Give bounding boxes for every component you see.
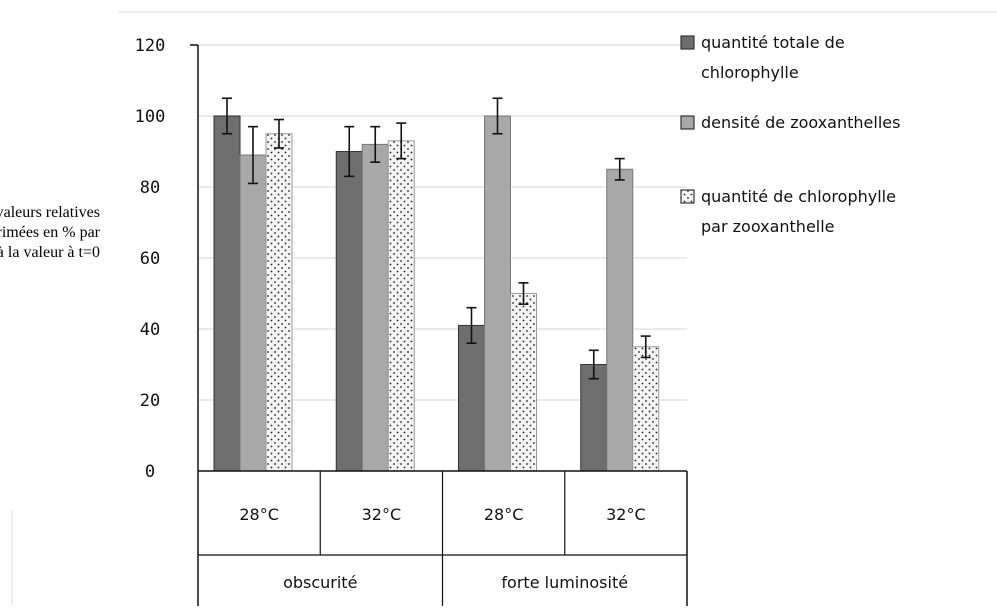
y-axis-label: valeurs relatives exprimées en % par rap…	[0, 203, 100, 263]
bar	[265, 133, 293, 472]
y-tick-label: 100	[135, 107, 166, 127]
bars	[213, 97, 660, 472]
y-tick-label: 40	[140, 320, 160, 340]
x-tick-label: 32°C	[362, 505, 402, 524]
bar	[458, 324, 485, 472]
y-tick-label: 20	[140, 391, 160, 411]
x-tick-label: 32°C	[606, 505, 646, 524]
y-tick-label: 80	[140, 178, 160, 198]
bar	[361, 143, 389, 472]
legend-swatch	[680, 115, 695, 130]
y-tick-label: 0	[145, 462, 155, 482]
x-tick-label: 28°C	[484, 505, 524, 524]
bar	[580, 364, 608, 472]
bar	[335, 151, 363, 472]
legend: quantité totale de chlorophylle densité de…	[680, 33, 900, 236]
bar	[632, 346, 660, 472]
y-axis-label-line-3: rapport à la valeur à t=0)	[0, 244, 100, 261]
bar	[239, 154, 267, 472]
legend-label: densité de zooxanthelles	[701, 113, 900, 132]
legend-swatch	[680, 35, 695, 50]
legend-label: quantité totale de	[701, 33, 845, 52]
legend-swatch	[680, 189, 695, 204]
axes: 0 20 40 60 80 100 120 28°C 32°C 28°C 32°C obscurité…	[135, 36, 688, 606]
x-tick-label: 28°C	[239, 505, 279, 524]
y-tick-label: 60	[140, 249, 160, 269]
y-tick-label: 120	[135, 36, 166, 56]
bar	[510, 293, 537, 472]
bar	[387, 140, 415, 472]
x-group-label: obscurité	[283, 573, 357, 592]
legend-label: par zooxanthelle	[701, 217, 835, 236]
bar	[606, 168, 634, 472]
bar	[213, 115, 241, 472]
legend-label: chlorophylle	[701, 63, 799, 82]
y-axis-label-line-1: valeurs relatives	[0, 204, 100, 221]
bar	[484, 115, 511, 472]
y-axis-label-line-2: exprimées en % par	[0, 224, 100, 241]
x-group-label: forte luminosité	[501, 573, 628, 592]
legend-label: quantité de chlorophylle	[701, 187, 896, 206]
